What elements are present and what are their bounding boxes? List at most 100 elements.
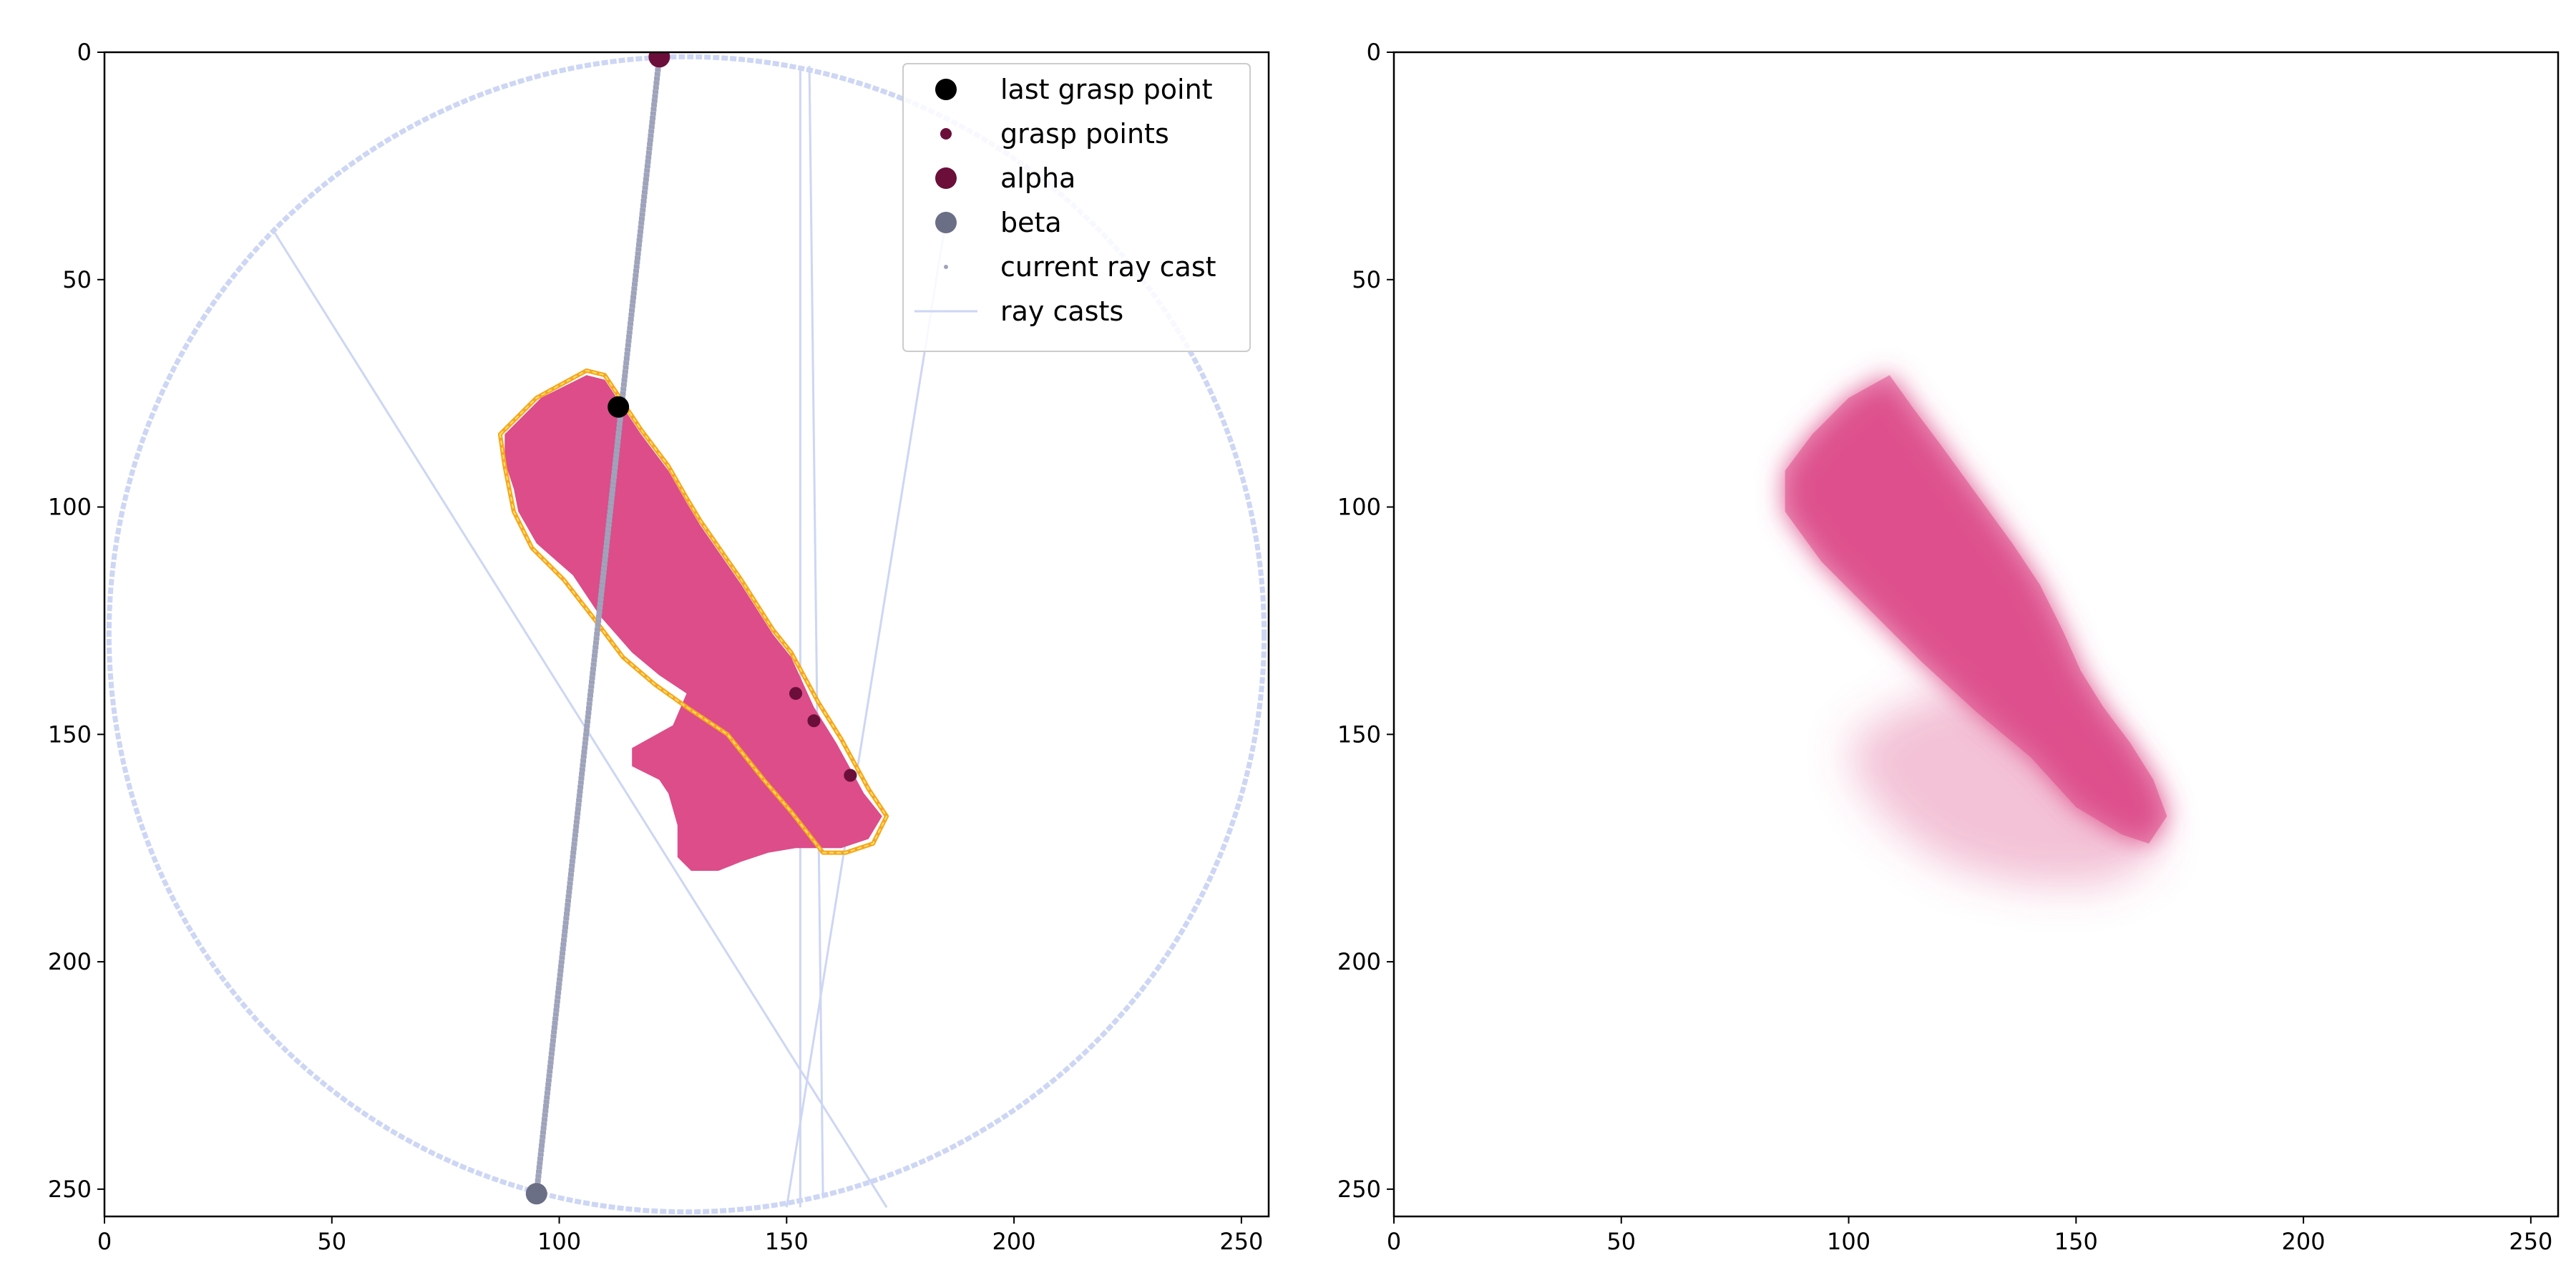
current-ray-cast-point (566, 889, 572, 894)
current-ray-cast-point (556, 981, 562, 986)
current-ray-cast-point (552, 1020, 558, 1025)
current-ray-cast-point (578, 776, 585, 781)
current-ray-cast-point (591, 658, 597, 663)
current-ray-cast-point (566, 885, 572, 890)
current-ray-cast-point (545, 1082, 552, 1087)
current-ray-cast-point (572, 837, 578, 842)
current-ray-cast-point (598, 587, 605, 592)
current-ray-cast-point (539, 1138, 545, 1143)
current-ray-cast-point (634, 260, 640, 265)
current-ray-cast-point (595, 618, 602, 623)
current-ray-cast-point (540, 1134, 546, 1139)
ray-cast-line (808, 66, 824, 1199)
current-ray-cast-point (626, 330, 633, 335)
current-ray-cast-point (586, 701, 592, 706)
current-ray-cast-point (622, 374, 628, 379)
current-ray-cast-point (559, 955, 565, 960)
current-ray-cast-point (553, 1008, 560, 1013)
current-ray-cast-point (640, 203, 646, 208)
current-ray-cast-point (601, 566, 608, 571)
current-ray-cast-point (547, 1069, 553, 1074)
legend-marker (940, 128, 952, 140)
current-ray-cast-point (569, 863, 575, 868)
current-ray-cast-point (626, 334, 633, 339)
current-ray-cast-point (574, 815, 580, 820)
current-ray-cast-point (600, 570, 607, 575)
current-ray-cast-point (640, 199, 647, 204)
left-y-tick-label: 0 (77, 39, 92, 66)
current-ray-cast-point (575, 811, 581, 816)
left-y-tick-label: 250 (48, 1176, 92, 1203)
heatmap-faint-region (1848, 688, 2158, 885)
current-ray-cast-point (597, 597, 604, 602)
current-ray-cast-point (565, 898, 571, 903)
current-ray-cast-point (641, 190, 648, 195)
current-ray-cast-point (560, 951, 566, 956)
current-ray-cast-point (629, 308, 635, 313)
current-ray-cast-point (572, 833, 578, 838)
current-ray-cast-point (647, 142, 653, 147)
current-ray-cast-point (623, 356, 630, 361)
right-x-tick-label: 250 (2509, 1228, 2552, 1255)
boundary-circle (106, 54, 1267, 1215)
current-ray-cast-point (620, 382, 627, 387)
current-ray-cast-point (645, 155, 652, 160)
current-ray-cast-point (613, 448, 620, 453)
current-ray-cast-point (608, 504, 614, 509)
current-ray-cast-point (552, 1016, 559, 1021)
current-ray-cast-point (632, 282, 638, 287)
left-y-tick-label: 150 (48, 721, 92, 748)
current-ray-cast-point (567, 881, 573, 886)
current-ray-cast-point (645, 150, 652, 155)
current-ray-cast-point (603, 544, 610, 549)
current-ray-cast-point (644, 168, 650, 173)
current-ray-cast-point (648, 125, 655, 130)
current-ray-cast-point (573, 824, 580, 829)
current-ray-cast-point (560, 947, 566, 952)
current-ray-cast-point (648, 129, 655, 134)
current-ray-cast-point (588, 684, 595, 689)
current-ray-cast-point (583, 728, 590, 733)
right-y-tick-label: 250 (1337, 1176, 1381, 1203)
current-ray-cast-point (579, 771, 585, 776)
current-ray-cast-point (577, 780, 584, 785)
current-ray-cast-point (652, 94, 658, 99)
current-ray-cast-point (535, 1178, 541, 1183)
right-y-tick-label: 0 (1367, 39, 1381, 66)
current-ray-cast-point (568, 868, 575, 873)
current-ray-cast-point (588, 680, 595, 685)
current-ray-cast-point (545, 1078, 552, 1083)
current-ray-cast-point (602, 548, 609, 553)
legend-entry: last grasp point (935, 74, 1213, 105)
current-ray-cast-point (608, 500, 615, 505)
current-ray-cast-point (539, 1143, 545, 1148)
current-ray-cast-point (629, 303, 635, 308)
right-y-tick-label: 50 (1352, 266, 1381, 293)
current-ray-cast-point (649, 120, 655, 125)
current-ray-cast-point (540, 1126, 547, 1131)
current-ray-cast-point (590, 671, 596, 676)
current-ray-cast-point (551, 1025, 557, 1030)
current-ray-cast-point (535, 1174, 542, 1179)
current-ray-cast-point (638, 220, 645, 225)
current-ray-cast-point (653, 85, 659, 90)
current-ray-cast-point (655, 67, 661, 72)
current-ray-cast-point (561, 937, 567, 942)
current-ray-cast-point (585, 711, 592, 716)
current-ray-cast-point (604, 535, 610, 540)
current-ray-cast-point (582, 745, 588, 750)
current-ray-cast-point (542, 1108, 549, 1113)
current-ray-cast-point (597, 601, 603, 606)
current-ray-cast-point (537, 1152, 544, 1157)
right-y-tick-label: 100 (1337, 494, 1381, 521)
current-ray-cast-point (601, 562, 608, 567)
current-ray-cast-point (616, 421, 623, 426)
current-ray-cast-point (550, 1038, 556, 1043)
legend-entry: ray casts (914, 296, 1123, 327)
current-ray-cast-point (628, 312, 635, 317)
current-ray-cast-point (592, 645, 599, 650)
current-ray-cast-point (573, 819, 580, 824)
left-y-tick-label: 200 (48, 948, 92, 975)
